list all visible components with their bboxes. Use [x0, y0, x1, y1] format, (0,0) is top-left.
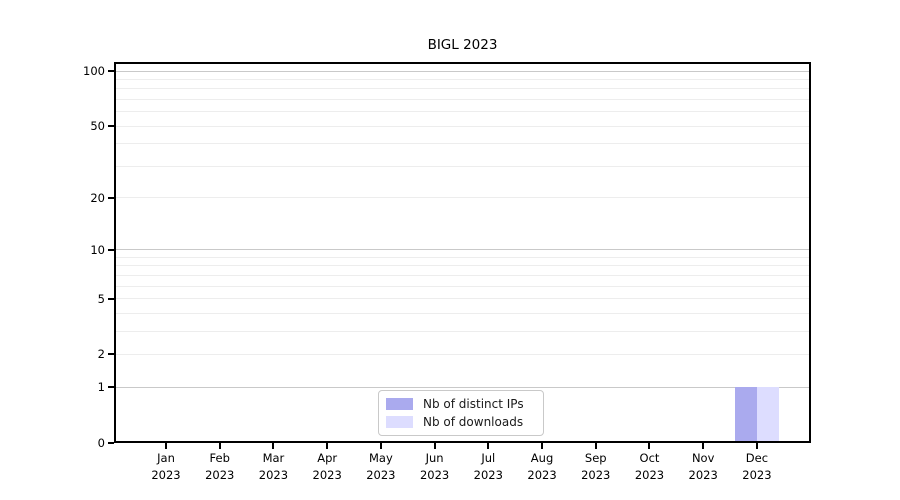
x-tick-month: Jun — [425, 451, 444, 465]
x-tick-mark — [379, 443, 382, 449]
x-tick-month: Aug — [530, 451, 554, 465]
y-tick-mark — [108, 125, 114, 128]
x-tick-mark — [487, 443, 490, 449]
x-tick-month: Apr — [317, 451, 338, 465]
gridline — [114, 111, 811, 113]
gridline — [114, 78, 811, 80]
gridline — [114, 88, 811, 90]
y-tick-mark — [108, 297, 114, 300]
x-tick-year: 2023 — [258, 468, 289, 482]
x-tick-month: Jan — [157, 451, 175, 465]
y-tick-mark — [108, 196, 114, 199]
x-tick-mark — [755, 443, 758, 449]
gridline — [114, 256, 811, 258]
x-tick-label: Feb 2023 — [190, 450, 250, 484]
x-tick-month: Sep — [584, 451, 607, 465]
x-tick-mark — [541, 443, 544, 449]
gridline — [114, 330, 811, 332]
x-tick-month: May — [368, 451, 393, 465]
y-tick-label: 20 — [90, 190, 105, 205]
y-tick-mark — [108, 70, 114, 73]
legend-label-distinct-ips: Nb of distinct IPs — [423, 397, 524, 411]
gridline — [114, 98, 811, 100]
x-tick-year: 2023 — [205, 468, 235, 482]
x-tick-mark — [165, 443, 167, 449]
y-tick-mark — [108, 386, 114, 389]
x-tick-label: Jun 2023 — [405, 450, 465, 484]
gridline — [114, 353, 811, 355]
gridline — [114, 125, 811, 127]
x-tick-label: Nov 2023 — [673, 450, 733, 484]
x-tick-month: Dec — [745, 451, 769, 465]
gridline — [114, 143, 811, 145]
x-tick-year: 2023 — [688, 468, 718, 482]
gridline — [114, 249, 811, 251]
y-tick-label: 100 — [83, 64, 105, 79]
gridline — [114, 298, 811, 300]
y-tick-label: 1 — [97, 380, 105, 395]
x-tick-month: Nov — [691, 451, 715, 465]
x-tick-month: Mar — [262, 451, 285, 465]
x-tick-month: Feb — [209, 451, 230, 465]
x-tick-year: 2023 — [634, 468, 665, 482]
x-tick-year: 2023 — [419, 468, 450, 482]
x-tick-month: Oct — [639, 451, 660, 465]
x-tick-label: Aug 2023 — [512, 450, 572, 484]
legend-entry-downloads: Nb of downloads — [386, 414, 535, 430]
x-tick-year: 2023 — [473, 468, 503, 482]
y-tick-label: 2 — [97, 347, 105, 362]
legend-swatch-downloads-icon — [386, 416, 413, 428]
x-tick-label: Sep 2023 — [566, 450, 626, 484]
x-tick-year: 2023 — [581, 468, 611, 482]
x-tick-year: 2023 — [527, 468, 557, 482]
gridline — [114, 274, 811, 276]
x-tick-mark — [218, 443, 221, 449]
x-tick-year: 2023 — [366, 468, 396, 482]
y-tick-label: 50 — [90, 119, 105, 134]
plot-area — [114, 62, 811, 443]
y-tick-label: 10 — [90, 242, 105, 257]
bar-distinct-ips — [734, 387, 757, 443]
x-tick-label: Oct 2023 — [619, 450, 679, 484]
x-tick-label: May 2023 — [351, 450, 411, 484]
x-tick-label: Dec 2023 — [727, 450, 787, 484]
x-tick-mark — [326, 443, 329, 449]
gridline — [114, 265, 811, 267]
chart-title: BIGL 2023 — [427, 37, 498, 53]
x-tick-label: Mar 2023 — [243, 450, 303, 484]
y-tick-label: 5 — [97, 291, 105, 306]
legend-label-downloads: Nb of downloads — [423, 415, 524, 429]
x-tick-label: Jan 2023 — [136, 450, 196, 484]
legend-swatch-distinct-ips-icon — [386, 398, 413, 410]
x-tick-year: 2023 — [742, 468, 772, 482]
x-tick-month: Jul — [481, 451, 496, 465]
x-tick-mark — [594, 443, 597, 449]
gridline — [114, 197, 811, 199]
y-tick-mark — [108, 442, 114, 444]
gridline — [114, 285, 811, 287]
x-tick-label: Apr 2023 — [297, 450, 357, 484]
x-tick-mark — [272, 443, 275, 449]
y-tick-mark — [108, 353, 114, 356]
x-tick-label: Jul 2023 — [458, 450, 518, 484]
x-tick-mark — [648, 443, 651, 449]
bar-downloads — [756, 387, 780, 443]
gridline — [114, 312, 811, 314]
x-tick-year: 2023 — [151, 468, 181, 482]
x-tick-mark — [433, 443, 436, 449]
legend: Nb of distinct IPs Nb of downloads — [378, 390, 544, 436]
legend-entry-distinct-ips: Nb of distinct IPs — [386, 396, 535, 412]
gridline — [114, 70, 811, 72]
y-tick-label: 0 — [97, 436, 105, 450]
y-tick-mark — [108, 248, 114, 251]
gridline — [114, 165, 811, 167]
x-tick-mark — [702, 443, 705, 449]
gridline — [114, 386, 811, 388]
x-tick-year: 2023 — [312, 468, 342, 482]
